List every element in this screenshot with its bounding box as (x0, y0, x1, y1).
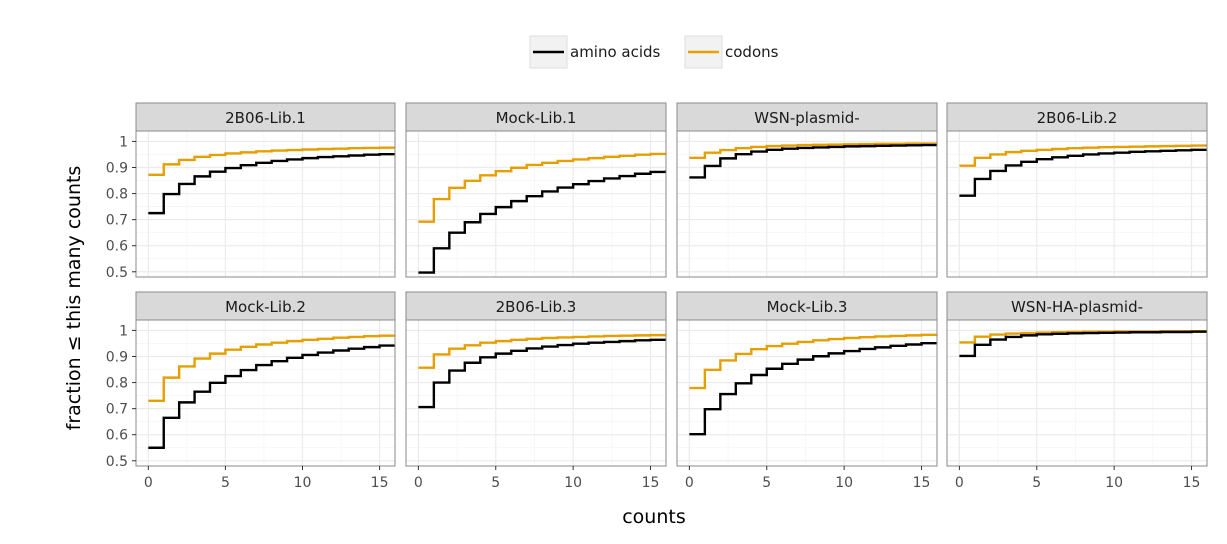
panel-title: Mock-Lib.2 (225, 298, 306, 316)
panel-strip (676, 102, 938, 132)
series-amino-acids (148, 153, 395, 215)
series-amino-acids (689, 342, 937, 436)
x-axis-title: counts (622, 506, 686, 528)
panel-6: Mock-Lib.3 0 5 10 15 (676, 291, 938, 491)
y-tick-label: 0.5 (106, 454, 128, 470)
panel-title: WSN-HA-plasmid- (1011, 298, 1143, 316)
panel-strip (135, 291, 396, 321)
panel-title: WSN-plasmid- (754, 109, 859, 127)
panel-background (406, 131, 666, 277)
panel-1: Mock-Lib.1 (405, 102, 667, 278)
panel-border (946, 319, 1208, 467)
x-tick-label: 10 (1105, 475, 1123, 491)
panel-title: 2B06-Lib.1 (225, 109, 306, 127)
x-tick-label: 15 (642, 475, 660, 491)
y-tick-label: 0.5 (106, 265, 128, 281)
x-tick-label: 15 (913, 475, 931, 491)
y-axis-title: fraction ≤ this many counts (63, 166, 85, 431)
series-codons (959, 144, 1207, 167)
series-codons (148, 146, 395, 176)
panel-strip (405, 102, 667, 132)
x-tick-label: 10 (564, 475, 582, 491)
panel-border (405, 130, 667, 278)
legend-label-1: codons (725, 43, 779, 61)
panel-background (136, 131, 395, 277)
x-tick-label: 15 (1183, 475, 1201, 491)
panel-2: WSN-plasmid- (676, 102, 938, 278)
panel-0: 2B06-Lib.1 0.5 0.6 0.7 0.8 0.9 1 (106, 102, 396, 281)
panel-strip (405, 291, 667, 321)
x-tick-label: 10 (835, 475, 853, 491)
series-codons (689, 333, 937, 390)
panel-background (947, 320, 1207, 466)
legend-label-0: amino acids (570, 43, 661, 61)
panel-background (677, 131, 937, 277)
panel-4: Mock-Lib.20.50.60.70.80.910 5 10 15 (106, 291, 396, 491)
panel-title: Mock-Lib.3 (767, 298, 848, 316)
x-tick-label: 0 (685, 475, 694, 491)
x-tick-label: 5 (762, 475, 771, 491)
panel-7: WSN-HA-plasmid- 0 5 10 15 (946, 291, 1208, 491)
panel-border (676, 130, 938, 278)
panel-title: Mock-Lib.1 (496, 109, 577, 127)
panel-strip (676, 291, 938, 321)
y-tick-label: 0.7 (106, 402, 128, 418)
y-tick-label: 0.8 (106, 376, 128, 392)
y-tick-label: 1 (119, 323, 128, 339)
x-tick-label: 5 (1032, 475, 1041, 491)
series-codons (418, 333, 666, 369)
legend: amino acids codons (529, 35, 779, 69)
y-tick-label: 0.7 (106, 213, 128, 229)
panel-strip (135, 102, 396, 132)
panel-5: 2B06-Lib.3 0 5 10 15 (405, 291, 667, 491)
series-codons (148, 334, 395, 403)
x-tick-label: 0 (414, 475, 423, 491)
x-tick-label: 5 (491, 475, 500, 491)
series-amino-acids (689, 143, 937, 179)
panel-border (676, 319, 938, 467)
panel-strip (946, 102, 1208, 132)
series-amino-acids (418, 338, 666, 409)
panel-border (405, 319, 667, 467)
series-amino-acids (148, 344, 395, 449)
x-tick-label: 10 (294, 475, 312, 491)
y-tick-label: 0.6 (106, 239, 128, 255)
panel-3: 2B06-Lib.2 (946, 102, 1208, 278)
series-amino-acids (959, 330, 1207, 358)
panel-background (136, 320, 395, 466)
x-tick-label: 15 (371, 475, 389, 491)
x-tick-label: 5 (221, 475, 230, 491)
panel-background (406, 320, 666, 466)
series-amino-acids (959, 148, 1207, 197)
x-tick-label: 0 (144, 475, 153, 491)
x-tick-label: 0 (955, 475, 964, 491)
panel-border (946, 130, 1208, 278)
panel-border (135, 319, 396, 467)
y-tick-label: 0.9 (106, 161, 128, 177)
series-codons (689, 142, 937, 160)
y-tick-label: 0.8 (106, 187, 128, 203)
panel-title: 2B06-Lib.3 (496, 298, 577, 316)
y-tick-label: 1 (119, 134, 128, 150)
panel-border (135, 130, 396, 278)
series-amino-acids (418, 170, 666, 274)
series-codons (418, 152, 666, 223)
panel-background (947, 131, 1207, 277)
y-tick-label: 0.6 (106, 428, 128, 444)
panel-strip (946, 291, 1208, 321)
panel-title: 2B06-Lib.2 (1037, 109, 1118, 127)
y-tick-label: 0.9 (106, 350, 128, 366)
